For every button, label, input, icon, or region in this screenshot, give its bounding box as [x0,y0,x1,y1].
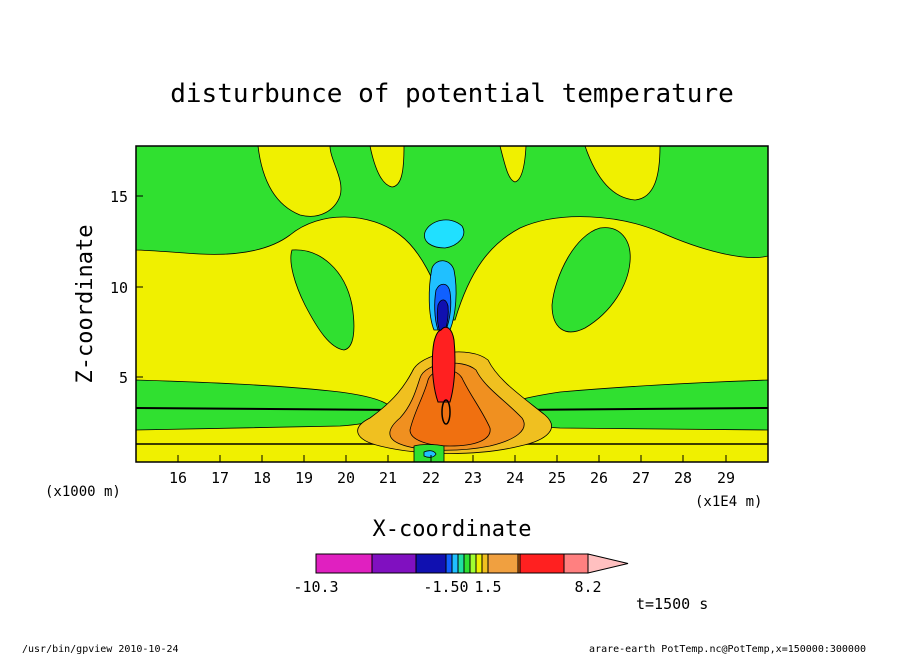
y-tick-label: 5 [119,369,128,387]
plot-frame [135,145,769,463]
footer-right: arare-earth_PotTemp.nc@PotTemp,x=150000:… [589,644,866,654]
y-axis [136,195,143,378]
colorbar-segment [371,553,417,574]
y-tick-label: 10 [110,279,128,297]
y-axis-label: Z-coordinate [73,225,98,384]
top-yellow-tongue-1 [257,146,342,217]
x-axis [177,455,727,462]
colorbar-segment [445,553,453,574]
x-tick-label: 29 [717,469,735,487]
x-tick-label: 28 [674,469,692,487]
x-tick-label: 21 [379,469,397,487]
y-tick-label: 15 [110,188,128,206]
colorbar-segment [415,553,447,574]
x-tick-label: 19 [295,469,313,487]
footer-left: /usr/bin/gpview 2010-10-24 [22,644,179,654]
colorbar-label: -1.50 [423,578,468,596]
y-unit-label: (x1000 m) [45,484,121,500]
right-green-lobe [551,227,631,333]
colorbar-segment [481,553,489,574]
chart-title: disturbunce of potential temperature [170,79,734,109]
plot-area [136,146,768,462]
top-yellow-tongue-3 [499,146,527,183]
colorbar-segment [451,553,459,574]
colorbar-arrow [587,553,629,574]
band-contour-2 [501,407,768,411]
x-unit-label: (x1E4 m) [695,494,762,510]
colorbar-label: 8.2 [574,578,601,596]
colorbar-segment [463,553,471,574]
top-yellow-tongue-4 [584,146,661,201]
top-yellow-tongue-2 [369,146,405,188]
colorbar-segment [469,553,477,574]
x-tick-label: 22 [422,469,440,487]
colorbar-segment [475,553,483,574]
warm-core-red [431,326,456,403]
colorbar-segment [519,553,565,574]
x-tick-label: 27 [632,469,650,487]
colorbar-label: 1.5 [474,578,501,596]
x-tick-label: 25 [548,469,566,487]
time-annotation: t=1500 s [636,595,708,613]
x-tick-label: 18 [253,469,271,487]
surface-cyan-patch [423,450,437,458]
upper-cyan-blob [424,219,465,249]
colorbar-segment [563,553,589,574]
x-tick-label: 20 [337,469,355,487]
x-axis-label: X-coordinate [373,517,532,542]
colorbar-segment [315,553,373,574]
colorbar-segment [457,553,465,574]
x-tick-label: 26 [590,469,608,487]
colorbar-label: -10.3 [293,578,338,596]
core-contour [441,399,451,425]
x-tick-label: 24 [506,469,524,487]
x-tick-label: 16 [169,469,187,487]
cold-plume-navy [437,299,449,333]
left-green-lobe [290,249,355,351]
x-tick-label: 23 [464,469,482,487]
band-contour-1 [136,407,391,411]
colorbar-segment [487,553,519,574]
colorbar [315,553,629,574]
x-tick-label: 17 [211,469,229,487]
